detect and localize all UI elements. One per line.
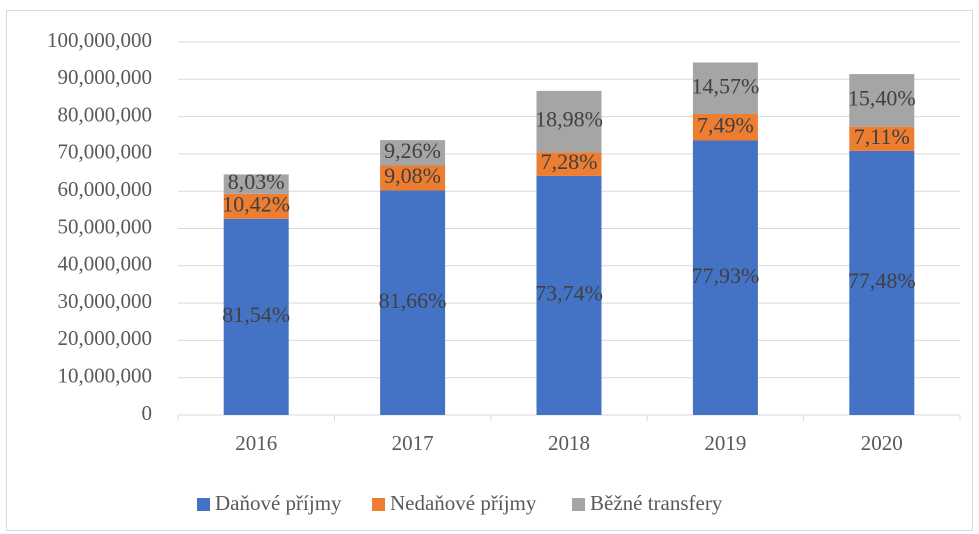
- bar-segment: [849, 74, 915, 127]
- y-tick-label: 90,000,000: [58, 65, 153, 89]
- bar-segment: [692, 62, 758, 114]
- y-tick-label: 20,000,000: [58, 326, 153, 350]
- data-label: 9,08%: [384, 163, 441, 188]
- bar-segment: [536, 90, 602, 153]
- bar-segment: [849, 150, 915, 415]
- y-tick-label: 50,000,000: [58, 214, 153, 238]
- x-tick-label: 2019: [704, 431, 746, 455]
- legend-label: Běžné transfery: [590, 491, 723, 515]
- bar-segment: [536, 175, 602, 415]
- bar-segment: [536, 152, 602, 176]
- legend-label: Nedaňové příjmy: [390, 491, 537, 515]
- data-label: 10,42%: [222, 191, 290, 216]
- data-label: 18,98%: [535, 107, 603, 132]
- y-tick-label: 40,000,000: [58, 252, 153, 276]
- data-label: 7,49%: [697, 112, 754, 137]
- bar-segment: [223, 174, 289, 194]
- y-tick-label: 30,000,000: [58, 289, 153, 313]
- data-label: 7,28%: [541, 149, 598, 174]
- bar-segment: [692, 140, 758, 416]
- bar-segment: [692, 113, 758, 141]
- bar-segment: [380, 140, 446, 166]
- data-label: 15,40%: [848, 85, 916, 110]
- data-label: 8,03%: [228, 169, 285, 194]
- data-label: 73,74%: [535, 281, 603, 306]
- bar-segment: [223, 218, 289, 415]
- x-tick-label: 2018: [548, 431, 590, 455]
- legend-swatch: [372, 498, 385, 511]
- y-tick-label: 100,000,000: [47, 28, 152, 52]
- y-tick-label: 70,000,000: [58, 140, 153, 164]
- y-tick-label: 60,000,000: [58, 177, 153, 201]
- data-label: 7,11%: [854, 124, 910, 149]
- data-label: 77,93%: [691, 263, 759, 288]
- legend-label: Daňové příjmy: [215, 491, 342, 515]
- bar-segment: [849, 126, 915, 151]
- data-label: 77,48%: [848, 268, 916, 293]
- bar-segment: [380, 190, 446, 415]
- y-tick-label: 10,000,000: [58, 364, 153, 388]
- y-tick-label: 80,000,000: [58, 102, 153, 126]
- bar-segment: [380, 165, 446, 191]
- data-label: 81,54%: [222, 302, 290, 327]
- x-tick-label: 2017: [392, 431, 434, 455]
- y-tick-label: 0: [142, 401, 153, 425]
- x-tick-label: 2020: [861, 431, 903, 455]
- x-tick-label: 2016: [235, 431, 277, 455]
- bar-segment: [223, 193, 289, 219]
- legend-swatch: [197, 498, 210, 511]
- legend-swatch: [572, 498, 585, 511]
- data-label: 9,26%: [384, 138, 441, 163]
- data-label: 81,66%: [379, 288, 447, 313]
- data-label: 14,57%: [691, 73, 759, 98]
- chart-frame: [6, 10, 973, 531]
